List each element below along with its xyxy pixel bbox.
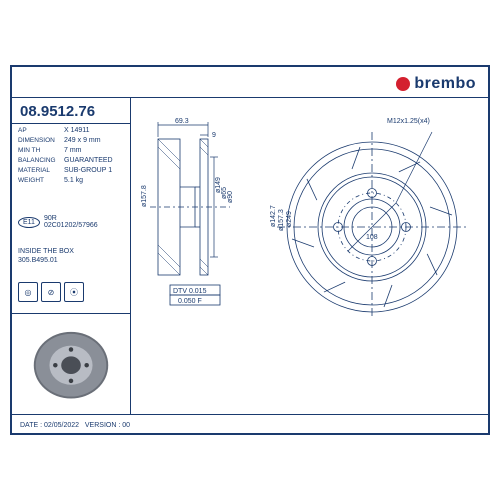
spec-row: WEIGHT 5.1 kg xyxy=(18,177,113,184)
footer: DATE : 02/05/2022 VERSION : 00 xyxy=(20,422,130,429)
inside-the-box: INSIDE THE BOX 305.B495.01 xyxy=(18,247,74,265)
brembo-logo: brembo xyxy=(396,75,476,93)
logo-dot-icon xyxy=(396,77,410,91)
version-label: VERSION : xyxy=(85,422,120,429)
feature-icons: ◎ ⊘ ⦿ xyxy=(18,282,84,302)
divider xyxy=(12,97,488,98)
feature-icon: ⦿ xyxy=(64,282,84,302)
spec-value: 7 mm xyxy=(64,147,82,154)
divider xyxy=(130,97,131,415)
version-value: 00 xyxy=(122,422,130,429)
inside-box-value: 305.B495.01 xyxy=(18,257,58,264)
feature-icon: ◎ xyxy=(18,282,38,302)
bolt-circle-dia: 108 xyxy=(366,234,378,241)
dim-width: 69.3 xyxy=(175,118,189,125)
svg-text:ø249: ø249 xyxy=(286,211,293,227)
spec-label: AP xyxy=(18,127,64,134)
spec-row: MIN TH 7 mm xyxy=(18,147,113,154)
spec-label: MIN TH xyxy=(18,147,64,154)
date-value: 02/05/2022 xyxy=(44,422,79,429)
spec-label: BALANCING xyxy=(18,157,64,164)
spec-row: DIMENSION 249 x 9 mm xyxy=(18,137,113,144)
spec-label: WEIGHT xyxy=(18,177,64,184)
spec-value: GUARANTEED xyxy=(64,157,113,164)
flatness-tolerance: 0.050 F xyxy=(178,298,202,305)
dim-thickness: 9 xyxy=(212,132,216,139)
dim-d157-8: ø157.8 xyxy=(141,185,148,207)
product-thumbnail xyxy=(22,325,120,405)
spec-value: 5.1 kg xyxy=(64,177,83,184)
divider xyxy=(12,313,130,314)
logo-text: brembo xyxy=(414,75,476,93)
front-view-drawing: 108 M12x1.25(x4) ø142.7 ø157.3 ø249 xyxy=(267,107,477,317)
spec-row: BALANCING GUARANTEED xyxy=(18,157,113,164)
spec-value: 249 x 9 mm xyxy=(64,137,101,144)
spec-table: AP X 14911 DIMENSION 249 x 9 mm MIN TH 7… xyxy=(18,127,113,187)
divider xyxy=(12,414,488,415)
divider xyxy=(12,123,130,124)
feature-icon: ⊘ xyxy=(41,282,61,302)
dtv-tolerance: DTV 0.015 xyxy=(173,288,207,295)
drawing-sheet: brembo 08.9512.76 AP X 14911 DIMENSION 2… xyxy=(10,65,490,435)
svg-text:ø157.3: ø157.3 xyxy=(278,209,285,231)
certification: E11 90R 02C01202/57966 xyxy=(18,215,98,229)
bolt-spec: M12x1.25(x4) xyxy=(387,118,430,125)
svg-text:ø142.7: ø142.7 xyxy=(270,205,277,227)
cert-codes: 90R 02C01202/57966 xyxy=(44,215,98,229)
spec-row: AP X 14911 xyxy=(18,127,113,134)
spec-row: MATERIAL SUB-GROUP 1 xyxy=(18,167,113,174)
inside-box-label: INSIDE THE BOX xyxy=(18,248,74,255)
spec-value: SUB-GROUP 1 xyxy=(64,167,112,174)
side-view-drawing: 69.3 9 ø157.8 ø149 ø65 ø90 xyxy=(140,117,240,317)
part-number: 08.9512.76 xyxy=(20,103,95,120)
svg-text:ø90: ø90 xyxy=(227,191,234,203)
date-label: DATE : xyxy=(20,422,42,429)
cert-mark: E11 xyxy=(18,217,40,228)
spec-value: X 14911 xyxy=(64,127,90,134)
spec-label: DIMENSION xyxy=(18,137,64,144)
spec-label: MATERIAL xyxy=(18,167,64,174)
